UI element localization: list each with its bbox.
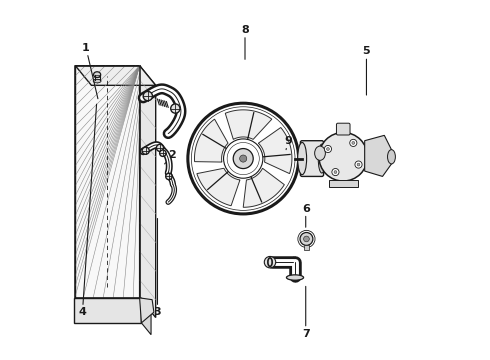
- Circle shape: [304, 236, 309, 242]
- Circle shape: [233, 149, 253, 168]
- Polygon shape: [140, 66, 156, 318]
- Polygon shape: [258, 127, 292, 174]
- Ellipse shape: [93, 79, 101, 83]
- Text: 8: 8: [241, 25, 249, 59]
- Text: 1: 1: [82, 43, 98, 99]
- Polygon shape: [225, 110, 272, 139]
- Text: 3: 3: [154, 219, 161, 317]
- Circle shape: [332, 168, 339, 176]
- Circle shape: [319, 132, 368, 181]
- Circle shape: [326, 148, 329, 150]
- Polygon shape: [329, 180, 358, 187]
- Text: 2: 2: [165, 150, 175, 164]
- Polygon shape: [195, 119, 228, 162]
- Circle shape: [300, 233, 313, 246]
- Ellipse shape: [94, 72, 100, 77]
- Ellipse shape: [318, 144, 325, 173]
- Polygon shape: [142, 298, 151, 335]
- Circle shape: [350, 139, 357, 147]
- Ellipse shape: [287, 275, 304, 280]
- Circle shape: [160, 150, 166, 157]
- Text: 6: 6: [302, 203, 310, 227]
- Text: 5: 5: [363, 46, 370, 95]
- Circle shape: [324, 145, 332, 153]
- Bar: [304, 246, 309, 249]
- Circle shape: [355, 161, 362, 168]
- Ellipse shape: [298, 143, 307, 175]
- Circle shape: [223, 139, 263, 178]
- Circle shape: [142, 147, 149, 154]
- Circle shape: [264, 256, 276, 268]
- Circle shape: [240, 155, 247, 162]
- Circle shape: [334, 171, 337, 174]
- Text: 7: 7: [302, 286, 310, 339]
- Polygon shape: [243, 168, 284, 207]
- Circle shape: [166, 173, 172, 180]
- Circle shape: [143, 91, 152, 101]
- Ellipse shape: [315, 146, 325, 160]
- FancyBboxPatch shape: [337, 123, 350, 135]
- Polygon shape: [365, 135, 392, 176]
- Polygon shape: [197, 168, 240, 206]
- FancyBboxPatch shape: [300, 141, 323, 176]
- Text: 9: 9: [284, 136, 292, 150]
- Circle shape: [357, 163, 360, 166]
- Text: 4: 4: [78, 104, 97, 317]
- Circle shape: [156, 144, 164, 152]
- Circle shape: [352, 141, 355, 144]
- Polygon shape: [140, 298, 154, 323]
- Circle shape: [171, 104, 180, 113]
- Polygon shape: [74, 298, 142, 323]
- Ellipse shape: [388, 150, 395, 164]
- Polygon shape: [75, 66, 140, 298]
- Polygon shape: [75, 66, 156, 85]
